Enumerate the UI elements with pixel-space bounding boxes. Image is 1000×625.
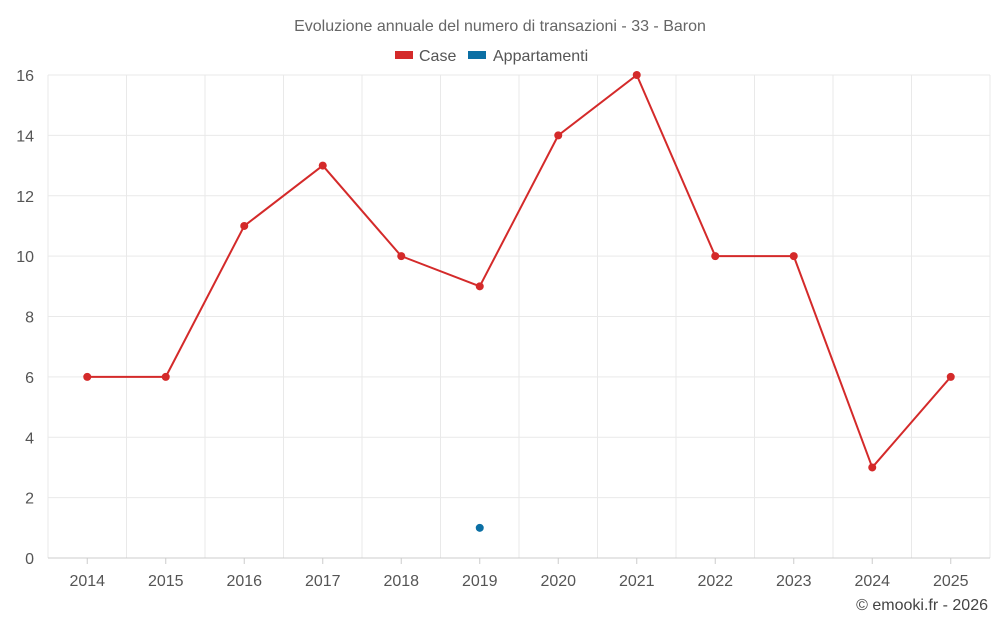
data-point-case[interactable] xyxy=(946,372,955,381)
x-tick-label: 2014 xyxy=(69,573,105,590)
x-tick-label: 2020 xyxy=(540,573,576,590)
series-layer xyxy=(83,71,955,532)
x-tick-label: 2019 xyxy=(462,573,498,590)
legend-item-appartamenti[interactable]: Appartamenti xyxy=(468,48,588,65)
y-tick-label: 10 xyxy=(16,249,34,266)
data-point-case[interactable] xyxy=(161,372,170,381)
x-axis: 2014 2015 2016 2017 2018 2019 2020 2021 2022 2023… xyxy=(48,557,990,590)
data-point-case[interactable] xyxy=(554,131,563,140)
grid xyxy=(47,74,991,558)
data-point-case[interactable] xyxy=(240,221,249,230)
series-line-case xyxy=(87,74,952,469)
chart-title: Evoluzione annuale del numero di transaz… xyxy=(294,18,706,35)
data-point-appartamenti[interactable] xyxy=(475,523,484,532)
y-tick-label: 6 xyxy=(25,370,34,387)
y-tick-label: 16 xyxy=(16,68,34,85)
data-point-case[interactable] xyxy=(83,372,92,381)
x-tick-label: 2021 xyxy=(619,573,655,590)
data-point-case[interactable] xyxy=(868,463,877,472)
legend-swatch-appartamenti xyxy=(468,51,486,59)
x-tick-label: 2018 xyxy=(383,573,419,590)
legend-label-appartamenti: Appartamenti xyxy=(493,48,588,65)
series-appartamenti xyxy=(475,523,484,532)
y-tick-label: 2 xyxy=(25,491,34,508)
x-tick-label: 2022 xyxy=(697,573,733,590)
y-tick-label: 4 xyxy=(25,430,34,447)
y-tick-label: 12 xyxy=(16,189,34,206)
y-axis: 0 2 4 6 8 10 12 14 16 xyxy=(16,68,34,568)
data-point-case[interactable] xyxy=(711,252,720,261)
credit-text: © emooki.fr - 2026 xyxy=(856,597,988,614)
data-point-case[interactable] xyxy=(632,71,641,79)
data-point-case[interactable] xyxy=(397,252,406,261)
x-tick-label: 2025 xyxy=(933,573,969,590)
x-tick-label: 2015 xyxy=(148,573,184,590)
series-case xyxy=(83,71,955,472)
x-tick-label: 2017 xyxy=(305,573,341,590)
legend: Case Appartamenti xyxy=(395,48,588,65)
y-tick-label: 8 xyxy=(25,310,34,327)
x-tick-label: 2023 xyxy=(776,573,812,590)
data-point-case[interactable] xyxy=(475,282,484,291)
legend-item-case[interactable]: Case xyxy=(395,48,456,65)
legend-label-case: Case xyxy=(419,48,456,65)
x-tick-label: 2024 xyxy=(854,573,890,590)
x-tick-label: 2016 xyxy=(226,573,262,590)
data-point-case[interactable] xyxy=(318,161,327,170)
y-tick-label: 0 xyxy=(25,551,34,568)
data-point-case[interactable] xyxy=(789,252,798,261)
y-tick-label: 14 xyxy=(16,128,34,145)
legend-swatch-case xyxy=(395,51,413,59)
